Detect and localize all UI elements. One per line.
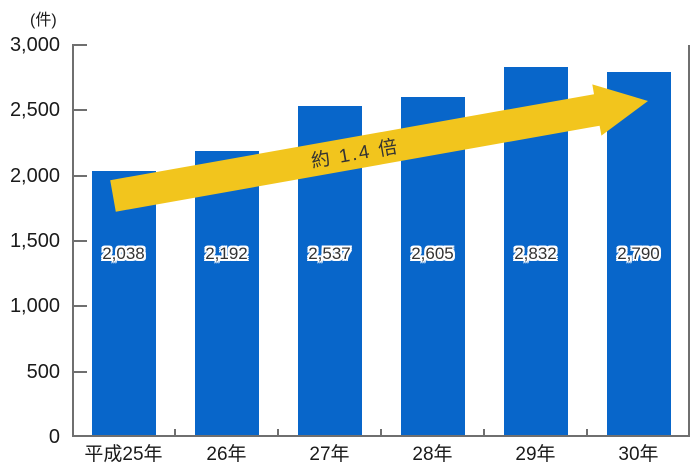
x-axis-labels: 平成25年 26年 27年 28年 29年 30年 (72, 443, 690, 469)
x-axis-tick (380, 429, 382, 437)
y-axis-label: 0 (48, 426, 60, 448)
x-axis-label: 26年 (206, 444, 247, 465)
plot-area: 2,038 2,192 2,537 2,605 2,832 2,790 (72, 44, 690, 437)
y-axis-label: 3,000 (9, 34, 60, 56)
bar-value-label: 2,537 (308, 244, 351, 263)
x-axis-tick (483, 429, 485, 437)
y-axis-tick (72, 240, 87, 242)
y-axis-tick (72, 44, 87, 46)
x-axis-line (72, 435, 690, 437)
x-axis-label: 平成25年 (84, 444, 163, 465)
y-axis-label: 500 (26, 360, 60, 383)
bar (91, 170, 156, 437)
y-axis-tick (72, 109, 87, 112)
bar (400, 96, 465, 437)
y-axis-tick (72, 370, 87, 373)
x-axis-label: 29年 (515, 444, 556, 465)
y-axis-label: 2,000 (9, 164, 60, 187)
y-axis-tick (72, 174, 87, 177)
plot-right-border (688, 45, 690, 437)
x-axis-tick (586, 429, 588, 437)
x-axis-label: 28年 (412, 444, 453, 465)
bar-value-label: 2,192 (205, 244, 248, 263)
y-axis-tick-labels: 0 500 1,000 1,500 2,000 2,500 3,000 (0, 34, 64, 448)
y-axis-label: 1,500 (9, 230, 60, 252)
y-axis-label: 1,000 (9, 295, 60, 318)
y-axis-label: 2,500 (9, 99, 60, 122)
bar-value-label: 2,038 (102, 244, 145, 263)
y-axis-unit-label: (件) (30, 12, 57, 29)
bar-value-label: 2,790 (617, 244, 660, 263)
bar (297, 105, 362, 437)
y-axis-tick (72, 305, 87, 308)
bar (194, 150, 259, 437)
x-axis-label: 27年 (309, 444, 350, 465)
x-axis-label: 30年 (618, 444, 659, 465)
x-axis-tick (277, 429, 279, 437)
bar-value-label: 2,832 (514, 244, 557, 263)
bar-value-label: 2,605 (411, 244, 454, 263)
x-axis-tick (174, 429, 176, 437)
